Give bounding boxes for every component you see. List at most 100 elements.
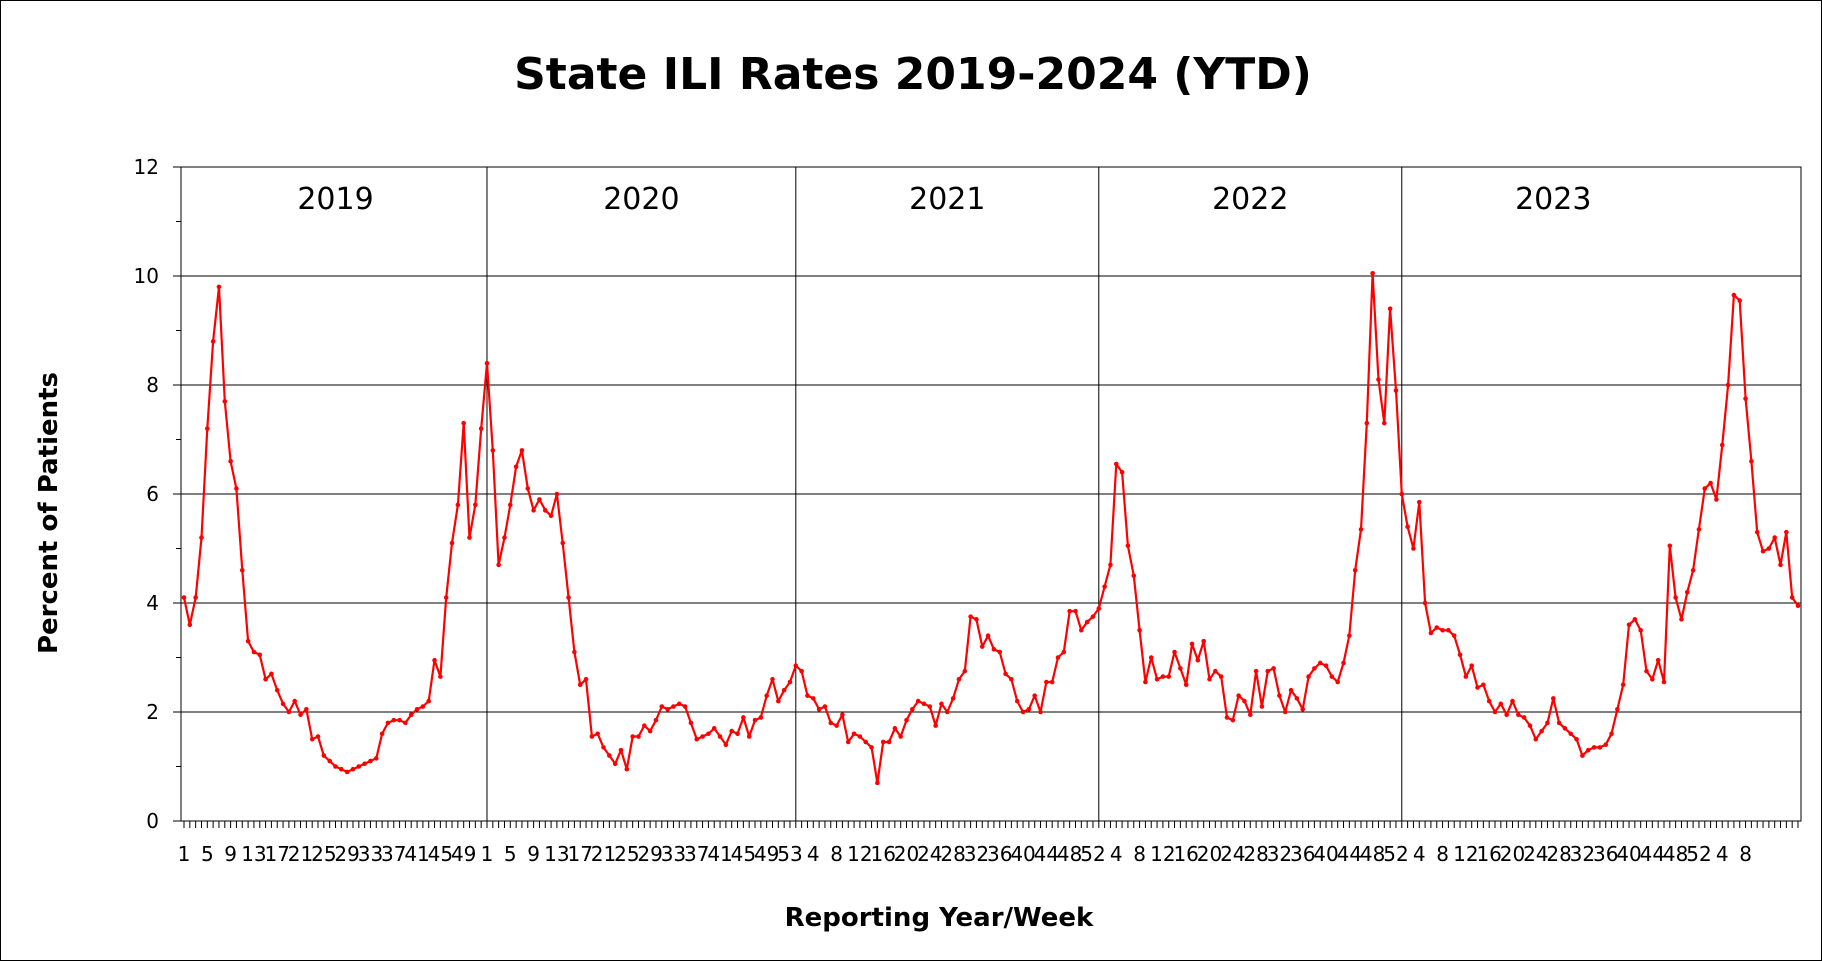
data-point [1440,627,1445,633]
y-axis-title: Percent of Patients [34,372,64,654]
data-point [1277,693,1282,698]
data-point [1014,698,1020,704]
x-tick-label: 12 [847,842,872,866]
x-tick-label: 8 [1436,842,1449,866]
x-tick-label: 4 [1716,842,1729,866]
data-point [1032,693,1038,698]
data-point [292,698,298,704]
data-point [1137,627,1142,633]
data-point [962,668,968,674]
data-point [1626,622,1632,628]
data-point [1510,698,1515,704]
data-point [1160,674,1166,679]
data-point [1661,679,1667,685]
data-point [688,720,694,726]
data-point [542,508,548,513]
x-tick-label: 24 [1523,842,1548,866]
data-point [1218,674,1224,679]
x-tick-label: 4 [1110,842,1123,866]
data-point [327,758,332,764]
data-point [1434,625,1440,630]
x-tick-label: 1 [178,842,191,866]
data-point [1195,657,1201,663]
x-tick-label: 45 [428,842,453,866]
data-point [607,753,612,758]
data-point [1399,491,1405,497]
data-point [473,502,478,508]
data-point [1172,649,1177,655]
data-point [1533,736,1539,742]
x-tick-label: 20 [894,842,919,866]
data-point [1265,668,1271,674]
x-tick-label: 21 [288,842,313,866]
x-tick-label: 17 [265,842,290,866]
x-tick-label: 17 [567,842,592,866]
data-point [752,717,758,723]
data-point [443,595,449,600]
data-point [531,508,536,513]
data-point [554,491,560,497]
data-point [1288,687,1294,693]
data-point [397,717,402,723]
data-point [1154,677,1160,682]
data-point [723,742,729,747]
data-point [467,535,472,540]
data-point [274,687,280,693]
data-point [1038,709,1043,715]
data-point [1481,682,1486,688]
data-point [822,704,828,709]
data-point [1463,674,1469,679]
data-point [1411,546,1416,551]
data-point [379,731,385,737]
data-point [525,486,531,491]
y-tick-label: 2 [146,700,159,724]
x-tick-label: 5 [504,842,517,866]
y-tick-label: 12 [134,155,159,179]
year-label: 2020 [603,182,679,217]
data-point [1615,706,1620,712]
data-point [1784,529,1789,535]
data-point [1061,649,1067,655]
x-tick-label: 16 [1476,842,1501,866]
data-point [1183,682,1189,688]
x-tick-label: 8 [1739,842,1752,866]
data-point [193,595,198,600]
data-point [1545,720,1550,726]
data-point [1113,461,1119,467]
y-tick-label: 10 [134,264,159,288]
x-tick-label: 52 [1080,842,1105,866]
data-point [1679,617,1684,622]
data-point [1516,712,1521,718]
data-point [612,761,618,767]
data-point [1731,292,1737,298]
data-point [269,671,274,677]
x-tick-label: 28 [1243,842,1268,866]
year-label: 2023 [1515,182,1591,217]
x-tick-label: 12 [1453,842,1478,866]
data-point [1026,706,1032,712]
data-point [1189,641,1195,647]
y-tick-label: 4 [146,591,159,615]
x-tick-label: 16 [870,842,895,866]
data-point [875,780,880,786]
data-point [263,677,268,682]
data-point [1049,679,1055,685]
data-point [1247,712,1253,718]
data-point [1789,595,1795,600]
x-tick-label: 32 [1267,842,1292,866]
x-tick-label: 28 [1546,842,1571,866]
data-point [1358,527,1364,532]
data-point [851,731,857,737]
data-point [356,764,362,769]
x-tick-label: 32 [964,842,989,866]
data-point [1009,677,1014,682]
data-point [414,706,420,712]
data-point [1335,679,1340,685]
x-tick-label: 48 [1360,842,1385,866]
data-point [1119,469,1125,475]
data-point [1585,747,1591,753]
data-point [1253,668,1259,674]
data-point [776,698,781,704]
data-point [1102,584,1107,589]
data-point [618,747,624,753]
